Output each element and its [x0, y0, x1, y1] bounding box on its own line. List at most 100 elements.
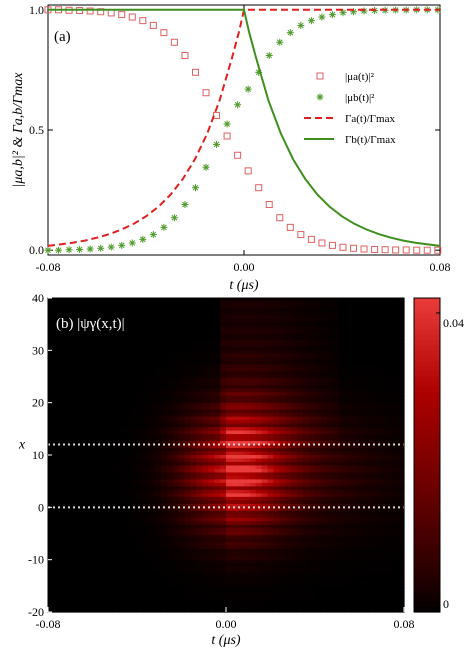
heatmap-cell [148, 346, 156, 351]
heatmap-cell [386, 413, 393, 418]
heatmap-cell [148, 448, 156, 453]
heatmap-cell [113, 521, 120, 526]
heatmap-cell [107, 507, 114, 512]
heatmap-cell [392, 437, 399, 442]
heatmap-cell [338, 465, 346, 470]
heatmap-cell [208, 461, 215, 467]
heatmap-cell [178, 322, 186, 327]
heatmap-cell [178, 559, 186, 564]
heatmap-cell [356, 378, 364, 383]
heatmap-cell [291, 298, 298, 303]
heatmap-cell [95, 315, 102, 320]
heatmap-cell [273, 507, 280, 512]
heatmap-cell [374, 441, 381, 446]
heatmap-cell [220, 535, 227, 540]
heatmap-cell [119, 392, 126, 397]
heatmap-cell [332, 298, 340, 303]
heatmap-cell [95, 318, 102, 324]
heatmap-cell [285, 444, 292, 449]
heatmap-cell [71, 298, 79, 303]
heatmap-cell [148, 542, 156, 547]
heatmap-cell [386, 399, 393, 404]
heatmap-cell [142, 451, 150, 456]
heatmap-cell [125, 298, 132, 303]
heatmap-cell [178, 336, 186, 341]
heatmap-cell [208, 357, 215, 362]
heatmap-cell [368, 381, 375, 386]
heatmap-cell [142, 322, 150, 327]
heatmap-cell [142, 475, 150, 481]
heatmap-cell [154, 549, 162, 554]
heatmap-cell [398, 441, 405, 446]
heatmap-cell [332, 322, 340, 327]
heatmap-cell [309, 350, 316, 355]
heatmap-cell [320, 329, 328, 334]
heatmap-cell [107, 318, 114, 324]
heatmap-cell [261, 444, 269, 449]
heatmap-cell [344, 552, 352, 557]
heatmap-cell [214, 521, 221, 526]
heatmap-cell [107, 475, 114, 481]
heatmap-cell [166, 311, 174, 317]
heatmap-cell [148, 549, 156, 554]
heatmap-cell [119, 479, 126, 484]
heatmap-cell [208, 455, 215, 460]
panel-a-frame [47, 4, 441, 256]
heatmap-cell [83, 535, 91, 540]
heatmap-cell [386, 329, 393, 334]
heatmap-cell [131, 496, 138, 501]
heatmap-cell [190, 500, 197, 505]
heatmap-cell [392, 304, 399, 310]
heatmap-cell [309, 395, 316, 400]
heatmap-cell [273, 510, 280, 515]
heatmap-cell [53, 493, 61, 498]
heatmap-cell [196, 510, 203, 515]
heatmap-cell [231, 392, 239, 397]
heatmap-cell [220, 346, 227, 351]
heatmap-cell [237, 406, 245, 411]
heatmap-cell [148, 489, 156, 494]
heatmap-cell [71, 304, 79, 310]
heatmap-cell [101, 448, 108, 453]
heatmap-cell [113, 524, 120, 529]
heatmap-cell [386, 493, 393, 498]
heatmap-cell [131, 423, 138, 428]
heatmap-cell [208, 566, 215, 571]
heatmap-cell [59, 437, 67, 442]
heatmap-cell [386, 521, 393, 526]
heatmap-cell [208, 531, 215, 536]
heatmap-cell [392, 395, 399, 400]
heatmap-cell [261, 402, 269, 407]
heatmap-cell [65, 357, 73, 362]
heatmap-cell [338, 563, 346, 568]
heatmap-cell [332, 378, 340, 383]
heatmap-cell [255, 458, 263, 463]
heatmap-cell [231, 395, 239, 400]
heatmap-cell [113, 364, 120, 369]
heatmap-cell [119, 388, 126, 393]
heatmap-cell [320, 535, 328, 540]
heatmap-cell [142, 406, 150, 411]
heatmap-cell [77, 406, 85, 411]
heatmap-cell [261, 472, 269, 477]
heatmap-cell [107, 388, 114, 393]
heatmap-cell [53, 510, 61, 515]
heatmap-cell [309, 535, 316, 540]
heatmap-cell [338, 427, 346, 432]
heatmap-cell [89, 343, 97, 348]
heatmap-cell [83, 563, 91, 568]
heatmap-cell [142, 325, 150, 330]
heatmap-cell [166, 531, 174, 536]
heatmap-cell [226, 500, 233, 505]
heatmap-cell [119, 434, 126, 439]
heatmap-cell [196, 308, 203, 313]
heatmap-cell [326, 304, 334, 310]
heatmap-cell [255, 395, 263, 400]
heatmap-cell [362, 381, 369, 386]
heatmap-cell [315, 357, 322, 362]
heatmap-cell [89, 392, 97, 397]
heatmap-cell [137, 420, 144, 425]
heatmap-cell [338, 402, 346, 407]
heatmap-cell [291, 346, 298, 351]
heatmap-cell [160, 430, 168, 435]
